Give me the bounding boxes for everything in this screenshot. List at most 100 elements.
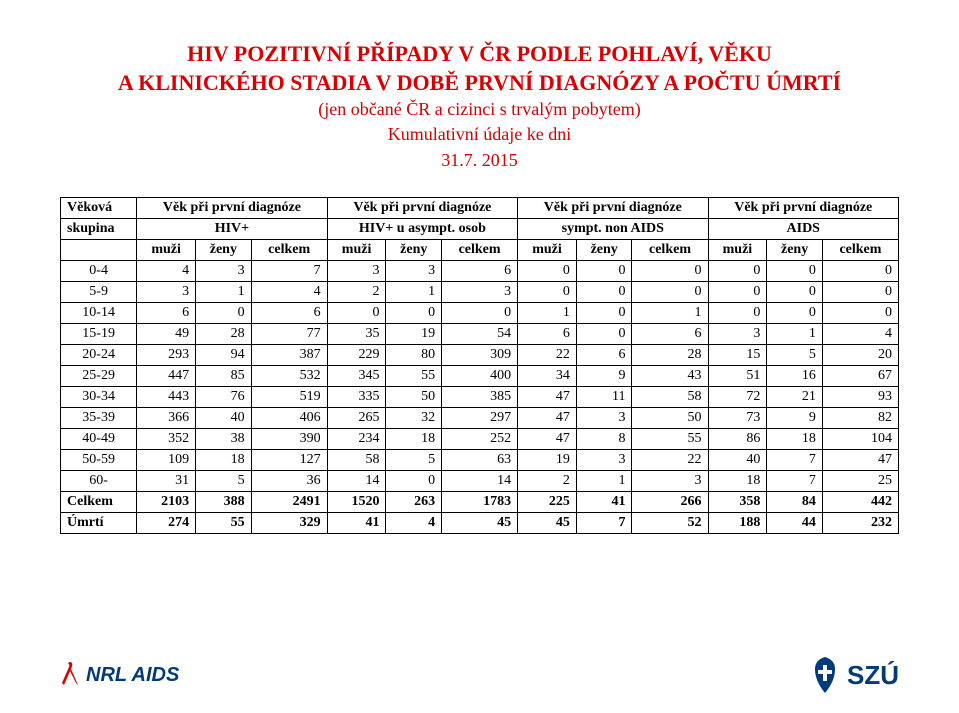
data-cell: 4: [137, 260, 196, 281]
data-table: Věková Věk při první diagnóze Věk při pr…: [60, 197, 899, 534]
szu-logo: SZÚ: [807, 655, 899, 695]
data-cell: 41: [576, 491, 632, 512]
data-cell: 2103: [137, 491, 196, 512]
header-group-3-mid: sympt. non AIDS: [518, 218, 708, 239]
table-row: 35-3936640406265322974735073982: [61, 407, 899, 428]
data-cell: 6: [632, 323, 708, 344]
data-cell: 47: [518, 407, 577, 428]
subheader-cell: muži: [327, 239, 386, 260]
data-cell: 0: [708, 260, 767, 281]
data-cell: 309: [442, 344, 518, 365]
subtitle-3: 31.7. 2015: [60, 148, 899, 173]
data-cell: 18: [386, 428, 442, 449]
data-cell: 400: [442, 365, 518, 386]
data-cell: 7: [251, 260, 327, 281]
table-row: 0-4437336000000: [61, 260, 899, 281]
data-cell: 40: [196, 407, 252, 428]
data-cell: 8: [576, 428, 632, 449]
data-cell: 72: [708, 386, 767, 407]
data-cell: 0: [518, 281, 577, 302]
data-cell: 85: [196, 365, 252, 386]
data-cell: 2: [518, 470, 577, 491]
data-cell: 0: [576, 260, 632, 281]
data-cell: 34: [518, 365, 577, 386]
szu-icon: [807, 655, 843, 695]
data-cell: 73: [708, 407, 767, 428]
data-cell: 44: [767, 512, 823, 533]
table-row: 10-14606000101000: [61, 302, 899, 323]
data-cell: 9: [576, 365, 632, 386]
data-cell: 335: [327, 386, 386, 407]
data-cell: 127: [251, 449, 327, 470]
data-cell: 3: [576, 449, 632, 470]
table-row: 50-5910918127585631932240747: [61, 449, 899, 470]
data-cell: 16: [767, 365, 823, 386]
data-cell: 52: [632, 512, 708, 533]
data-cell: 35: [327, 323, 386, 344]
data-cell: 51: [708, 365, 767, 386]
data-cell: 1: [576, 470, 632, 491]
data-cell: 532: [251, 365, 327, 386]
row-label: 5-9: [61, 281, 137, 302]
data-cell: 25: [822, 470, 898, 491]
subheader-cell: muži: [137, 239, 196, 260]
nrl-text: NRL AIDS: [86, 664, 179, 687]
data-cell: 6: [576, 344, 632, 365]
data-cell: 4: [251, 281, 327, 302]
data-cell: 21: [767, 386, 823, 407]
data-cell: 447: [137, 365, 196, 386]
data-cell: 385: [442, 386, 518, 407]
data-cell: 0: [767, 260, 823, 281]
subheader-cell: celkem: [442, 239, 518, 260]
header-group-4-top: Věk při první diagnóze: [708, 197, 899, 218]
data-cell: 109: [137, 449, 196, 470]
data-cell: 3: [632, 470, 708, 491]
title-line-2: A KLINICKÉHO STADIA V DOBĚ PRVNÍ DIAGNÓZ…: [60, 69, 899, 98]
row-label: 20-24: [61, 344, 137, 365]
data-cell: 2: [327, 281, 386, 302]
header-group-2-top: Věk při první diagnóze: [327, 197, 517, 218]
data-cell: 49: [137, 323, 196, 344]
data-cell: 0: [386, 470, 442, 491]
data-cell: 82: [822, 407, 898, 428]
data-cell: 63: [442, 449, 518, 470]
data-cell: 234: [327, 428, 386, 449]
data-cell: 55: [196, 512, 252, 533]
subheader-cell: ženy: [386, 239, 442, 260]
data-cell: 274: [137, 512, 196, 533]
data-cell: 80: [386, 344, 442, 365]
data-cell: 1: [518, 302, 577, 323]
data-cell: 352: [137, 428, 196, 449]
row-label: 10-14: [61, 302, 137, 323]
header-age-top: Věková: [61, 197, 137, 218]
data-cell: 329: [251, 512, 327, 533]
data-cell: 1783: [442, 491, 518, 512]
data-cell: 47: [518, 386, 577, 407]
data-cell: 32: [386, 407, 442, 428]
data-cell: 86: [708, 428, 767, 449]
data-cell: 3: [708, 323, 767, 344]
row-label: 60-: [61, 470, 137, 491]
data-cell: 265: [327, 407, 386, 428]
data-cell: 1: [632, 302, 708, 323]
data-cell: 28: [196, 323, 252, 344]
data-cell: 0: [576, 323, 632, 344]
data-cell: 45: [518, 512, 577, 533]
data-cell: 50: [632, 407, 708, 428]
data-cell: 387: [251, 344, 327, 365]
data-cell: 28: [632, 344, 708, 365]
data-cell: 0: [822, 281, 898, 302]
data-cell: 45: [442, 512, 518, 533]
subheader-cell: muži: [708, 239, 767, 260]
data-cell: 0: [576, 281, 632, 302]
data-cell: 0: [822, 260, 898, 281]
szu-text: SZÚ: [847, 660, 899, 691]
data-cell: 50: [386, 386, 442, 407]
data-cell: 293: [137, 344, 196, 365]
row-label: 50-59: [61, 449, 137, 470]
data-cell: 41: [327, 512, 386, 533]
data-cell: 252: [442, 428, 518, 449]
data-cell: 3: [576, 407, 632, 428]
subheader-cell: celkem: [822, 239, 898, 260]
data-cell: 20: [822, 344, 898, 365]
